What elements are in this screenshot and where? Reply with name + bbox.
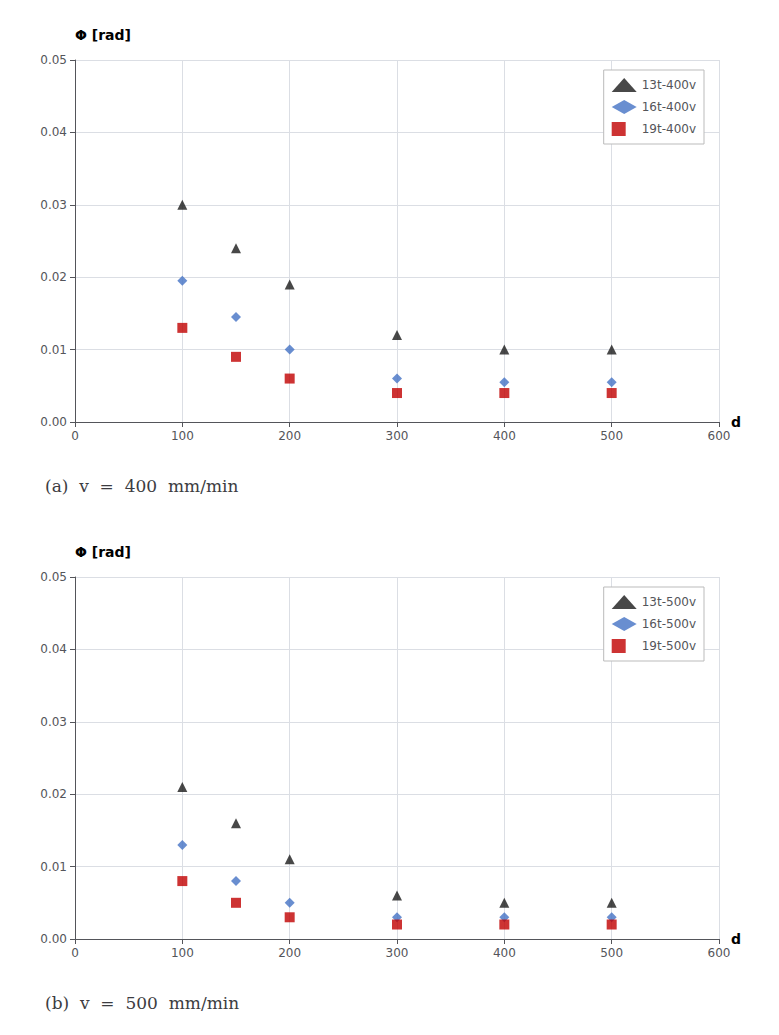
svg-text:d: d: [731, 414, 741, 430]
svg-text:16t-500v: 16t-500v: [642, 617, 696, 631]
svg-text:200: 200: [278, 429, 301, 443]
svg-text:100: 100: [171, 429, 194, 443]
svg-text:0.02: 0.02: [40, 270, 67, 284]
svg-text:300: 300: [386, 429, 409, 443]
svg-text:(a) v = 400 mm/min: (a) v = 400 mm/min: [45, 476, 238, 496]
svg-text:Φ [rad]: Φ [rad]: [75, 544, 131, 560]
svg-text:16t-400v: 16t-400v: [642, 100, 696, 114]
svg-text:0.00: 0.00: [40, 932, 67, 946]
svg-text:0.01: 0.01: [40, 860, 67, 874]
svg-text:400: 400: [493, 946, 516, 960]
svg-text:500: 500: [600, 946, 623, 960]
svg-text:0: 0: [71, 946, 79, 960]
svg-text:100: 100: [171, 946, 194, 960]
svg-text:500: 500: [600, 429, 623, 443]
svg-text:0.05: 0.05: [40, 570, 67, 584]
svg-text:200: 200: [278, 946, 301, 960]
svg-text:19t-500v: 19t-500v: [642, 639, 696, 653]
svg-text:0.00: 0.00: [40, 415, 67, 429]
svg-text:0: 0: [71, 429, 79, 443]
svg-text:d: d: [731, 931, 741, 947]
svg-text:19t-400v: 19t-400v: [642, 122, 696, 136]
svg-text:0.02: 0.02: [40, 787, 67, 801]
svg-text:0.03: 0.03: [40, 198, 67, 212]
svg-text:400: 400: [493, 429, 516, 443]
svg-text:300: 300: [386, 946, 409, 960]
svg-text:13t-500v: 13t-500v: [642, 595, 696, 609]
svg-text:600: 600: [708, 946, 731, 960]
svg-text:600: 600: [708, 429, 731, 443]
svg-text:(b) v = 500 mm/min: (b) v = 500 mm/min: [45, 993, 239, 1013]
svg-text:0.05: 0.05: [40, 53, 67, 67]
svg-text:13t-400v: 13t-400v: [642, 78, 696, 92]
svg-text:0.04: 0.04: [40, 642, 67, 656]
svg-text:Φ [rad]: Φ [rad]: [75, 27, 131, 43]
svg-text:0.04: 0.04: [40, 125, 67, 139]
svg-text:0.03: 0.03: [40, 715, 67, 729]
svg-text:0.01: 0.01: [40, 343, 67, 357]
